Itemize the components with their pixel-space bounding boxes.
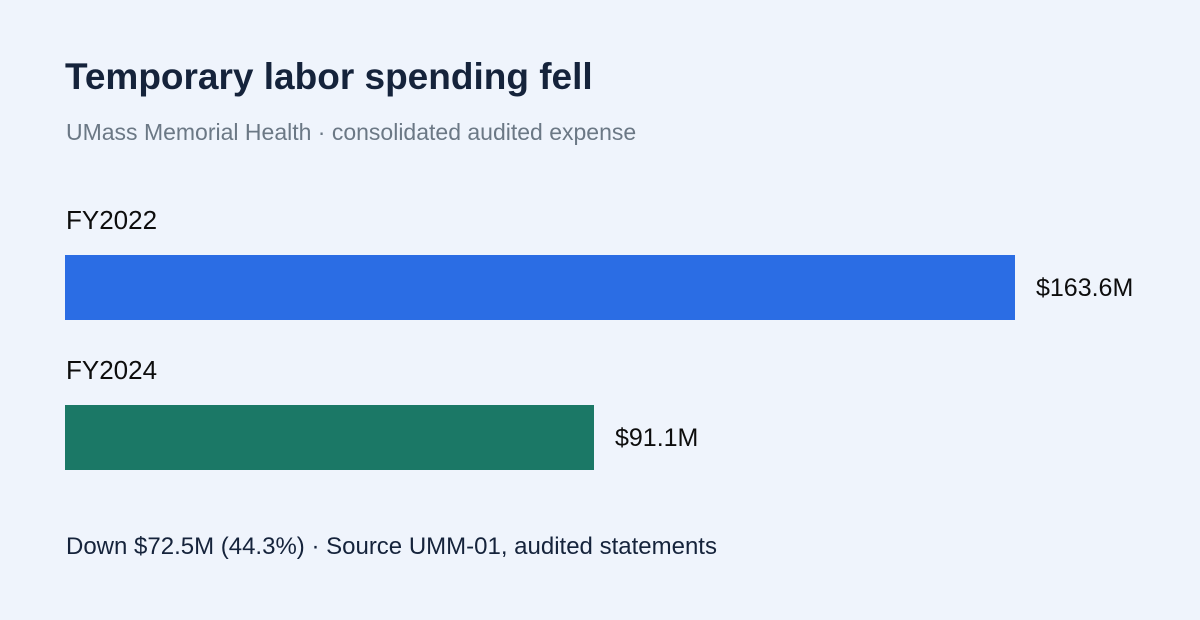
category-label-fy2022: FY2022 <box>66 205 158 235</box>
chart-subtitle: UMass Memorial Health · consolidated aud… <box>66 119 637 145</box>
chart-footnote: Down $72.5M (44.3%) · Source UMM-01, aud… <box>66 533 717 560</box>
value-label-fy2022: $163.6M <box>1036 274 1134 302</box>
value-label-fy2024: $91.1M <box>615 424 699 452</box>
category-label-fy2024: FY2024 <box>66 355 158 385</box>
chart-title: Temporary labor spending fell <box>65 56 593 97</box>
bar-fy2024 <box>65 405 594 470</box>
bar-fy2022 <box>65 255 1015 320</box>
